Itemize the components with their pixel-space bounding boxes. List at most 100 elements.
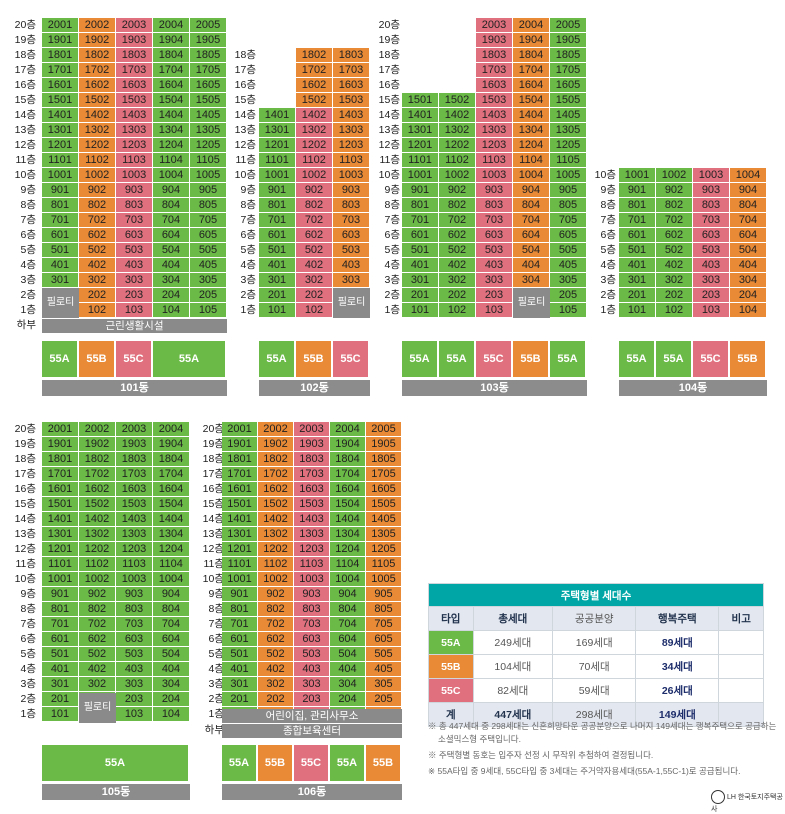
- unit-cell: 1402: [296, 108, 333, 123]
- unit-cell: 1704: [153, 63, 190, 78]
- unit-cell: 404: [330, 662, 366, 677]
- unit-cell: 805: [550, 198, 587, 213]
- unit-cell: 603: [333, 228, 370, 243]
- floor-label: 19층: [14, 438, 36, 450]
- unit-cell: 1705: [366, 467, 402, 482]
- unit-cell: 301: [259, 273, 296, 288]
- unit-cell: 404: [730, 258, 767, 273]
- unit-cell: 1601: [42, 78, 79, 93]
- table-row-total: 계 447세대 298세대 149세대: [428, 702, 764, 727]
- unit-cell: 1703: [116, 467, 153, 482]
- floor-label: 12층: [234, 139, 256, 151]
- unit-cell: 605: [366, 632, 402, 647]
- floor-label: 12층: [202, 543, 224, 555]
- unit-cell: 1005: [190, 168, 227, 183]
- unit-cell: 1001: [42, 168, 79, 183]
- unit-cell: 1803: [294, 452, 330, 467]
- unit-cell: 904: [513, 183, 550, 198]
- unit-cell: 1203: [116, 138, 153, 153]
- unit-summary-table: 주택형별 세대수 타입 총세대 공공분양 행복주택 비고 55A 249세대 1…: [428, 583, 764, 727]
- unit-cell: 2004: [153, 422, 190, 437]
- unit-cell: 101: [619, 303, 656, 318]
- floor-label: 9층: [20, 588, 37, 600]
- total-cell: 249세대: [472, 630, 554, 655]
- notes: ※ 총 447세대 중 298세대는 신혼희망타운 공공분양으로 나머지 149…: [428, 720, 780, 778]
- public-cell: 298세대: [552, 702, 637, 727]
- unit-cell: 1503: [116, 93, 153, 108]
- unit-cell: 105: [550, 303, 587, 318]
- type-55c: 55C: [428, 678, 474, 703]
- unit-cell: 1605: [366, 482, 402, 497]
- unit-cell: 1304: [330, 527, 366, 542]
- unit-cell: 603: [116, 228, 153, 243]
- unit-cell: 1201: [402, 138, 439, 153]
- unit-cell: 1804: [153, 48, 190, 63]
- unit-cell: 302: [258, 677, 294, 692]
- unit-cell: 2002: [79, 422, 116, 437]
- unit-cell: 503: [116, 647, 153, 662]
- unit-cell: 803: [294, 602, 330, 617]
- floor-label: 3층: [20, 274, 37, 286]
- unit-cell: 102: [79, 303, 116, 318]
- floor-label: 13층: [234, 124, 256, 136]
- unit-cell: 1103: [333, 153, 370, 168]
- floor-label: 17층: [14, 468, 36, 480]
- note-cell: [718, 654, 764, 679]
- unit-cell: 702: [439, 213, 476, 228]
- unit-cell: 1903: [116, 437, 153, 452]
- unit-cell: 703: [116, 213, 153, 228]
- unit-cell: 1404: [513, 108, 550, 123]
- unit-cell: 205: [550, 288, 587, 303]
- unit-cell: 401: [259, 258, 296, 273]
- unit-cell: 1305: [190, 123, 227, 138]
- unit-cell: 905: [190, 183, 227, 198]
- type-box-55c: 55C: [294, 745, 330, 781]
- unit-cell: 504: [153, 647, 190, 662]
- unit-cell: 604: [513, 228, 550, 243]
- unit-cell: 905: [550, 183, 587, 198]
- floor-label: 8층: [20, 603, 37, 615]
- happy-cell: 34세대: [635, 654, 720, 679]
- unit-cell: 605: [550, 228, 587, 243]
- unit-cell: 1904: [513, 33, 550, 48]
- unit-cell: 2002: [79, 18, 116, 33]
- floor-label: 2층: [20, 693, 37, 705]
- unit-cell: 1105: [190, 153, 227, 168]
- floor-label: 16층: [14, 79, 36, 91]
- unit-cell: 1001: [259, 168, 296, 183]
- unit-cell: 704: [153, 213, 190, 228]
- unit-cell: 401: [619, 258, 656, 273]
- lh-logo-icon: [711, 790, 725, 804]
- unit-cell: 501: [222, 647, 258, 662]
- building-name-104: 104동: [619, 380, 767, 396]
- unit-cell: 1404: [330, 512, 366, 527]
- unit-cell: 103: [693, 303, 730, 318]
- unit-cell: 2003: [116, 422, 153, 437]
- note-cell: [718, 702, 764, 727]
- unit-cell: 502: [79, 243, 116, 258]
- unit-cell: 802: [258, 602, 294, 617]
- floor-label: 13층: [14, 124, 36, 136]
- type-box-55b: 55B: [296, 341, 333, 377]
- unit-cell: 902: [439, 183, 476, 198]
- unit-cell: 303: [476, 273, 513, 288]
- building-name-105: 105동: [42, 784, 190, 800]
- unit-cell: 404: [153, 258, 190, 273]
- unit-cell: 804: [330, 602, 366, 617]
- unit-cell: 1902: [258, 437, 294, 452]
- type-box-55b: 55B: [513, 341, 550, 377]
- floor-label: 20층: [14, 423, 36, 435]
- unit-cell: 602: [79, 632, 116, 647]
- unit-cell: 1504: [330, 497, 366, 512]
- unit-cell: 1001: [619, 168, 656, 183]
- floor-label: 12층: [14, 139, 36, 151]
- floor-label: 7층: [600, 214, 617, 226]
- floor-label: 4층: [20, 259, 37, 271]
- unit-cell: 902: [79, 587, 116, 602]
- unit-cell: 502: [296, 243, 333, 258]
- unit-cell: 605: [190, 228, 227, 243]
- floor-label: 14층: [202, 513, 224, 525]
- floor-label: 14층: [234, 109, 256, 121]
- unit-cell: 602: [656, 228, 693, 243]
